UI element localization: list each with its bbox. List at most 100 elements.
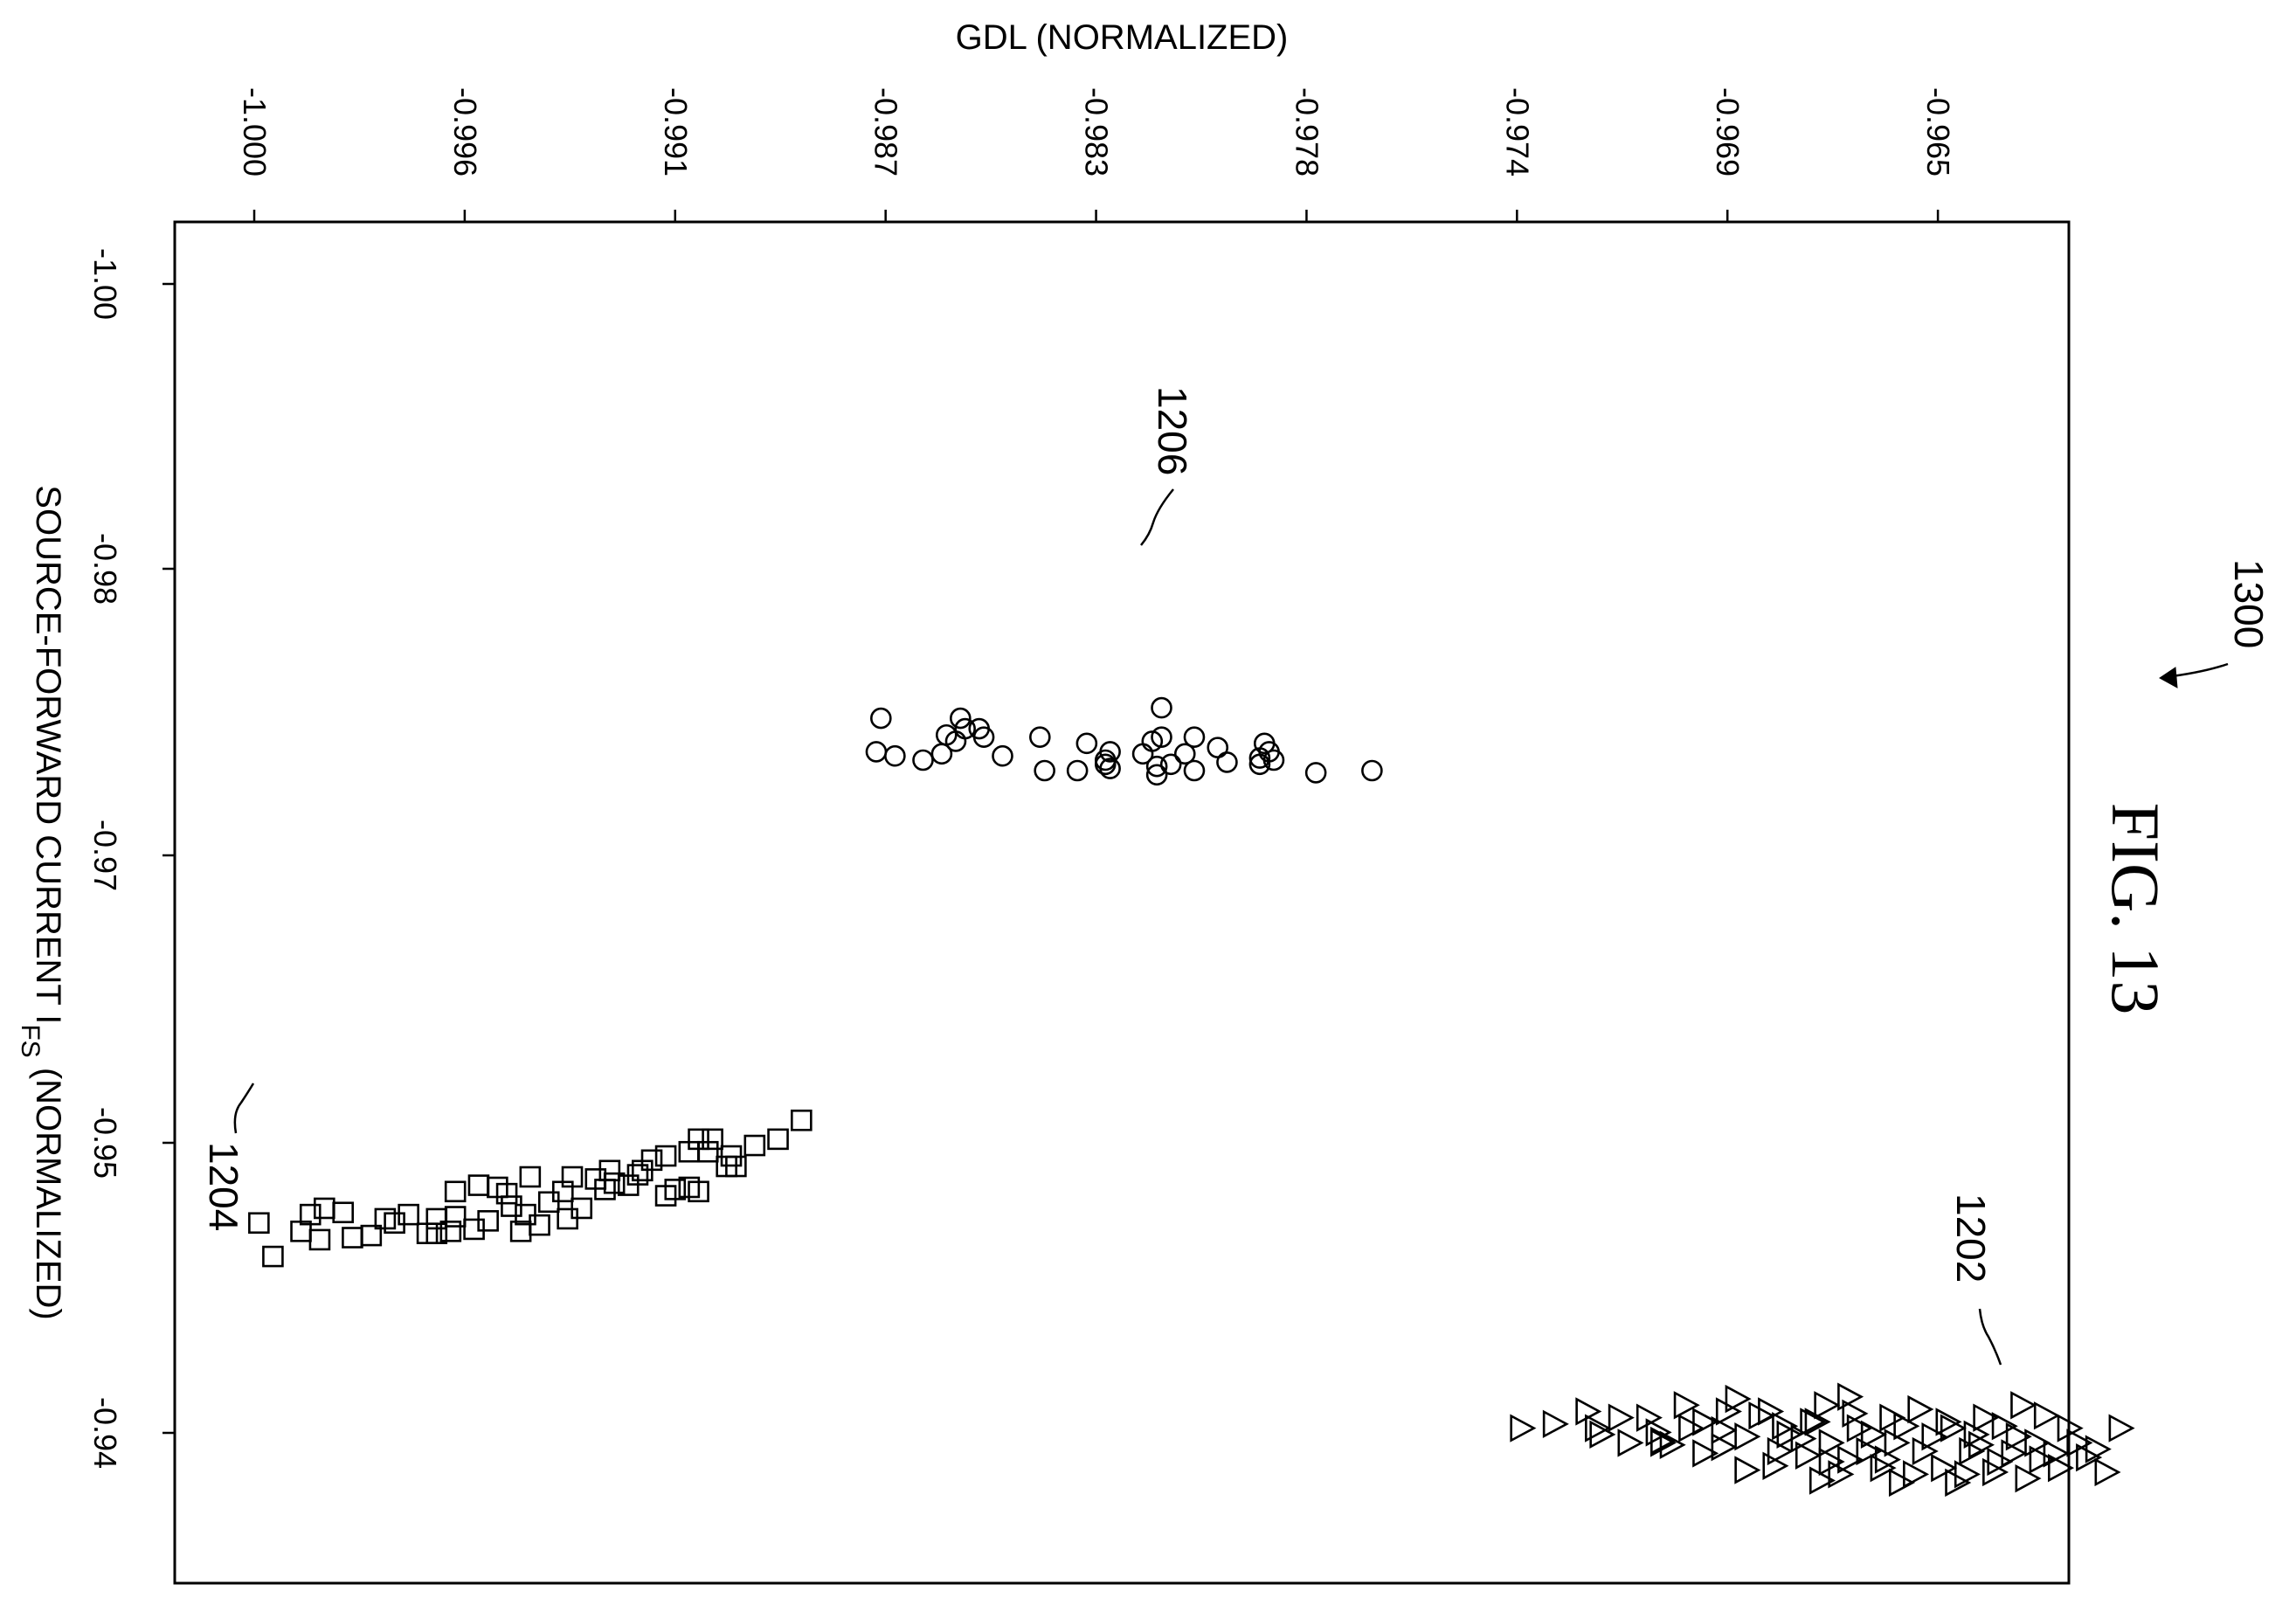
data-point-triangle	[1589, 1420, 1616, 1449]
data-point-triangle	[1758, 1397, 1785, 1426]
data-point-triangle	[1692, 1408, 1719, 1436]
data-point-triangle	[1692, 1439, 1719, 1468]
series-circle	[865, 696, 1383, 786]
data-point-triangle	[1907, 1394, 1934, 1424]
data-point-triangle	[1954, 1460, 1981, 1489]
x-tick-label: -0.983	[1079, 87, 1115, 176]
data-point-square	[640, 1149, 663, 1172]
data-point-triangle	[1636, 1403, 1663, 1432]
data-point-circle	[935, 723, 958, 746]
data-point-triangle	[2029, 1445, 2056, 1474]
data-point-triangle	[2024, 1429, 2051, 1457]
data-point-circle	[1151, 726, 1172, 748]
data-point-square	[444, 1180, 467, 1203]
data-point-triangle	[1678, 1414, 1705, 1442]
data-point-circle	[1183, 726, 1206, 748]
data-point-square	[467, 1174, 490, 1196]
data-point-triangle	[1945, 1468, 1972, 1498]
data-point-circle	[1361, 759, 1383, 782]
data-point-triangle	[2047, 1453, 2075, 1483]
y-axis-title-suffix: (NORMALIZED)	[29, 1058, 67, 1320]
data-point-circle	[1034, 759, 1055, 782]
data-point-square	[702, 1128, 723, 1151]
y-tick-label: -0.98	[87, 533, 123, 605]
data-marks	[248, 696, 2135, 1498]
data-point-circle	[992, 744, 1013, 767]
data-point-triangle	[1903, 1460, 1930, 1489]
figure-title: FIG. 13	[2098, 803, 2174, 1015]
data-point-triangle	[2085, 1435, 2112, 1463]
data-point-triangle	[1991, 1412, 2018, 1441]
data-point-square	[477, 1210, 499, 1232]
ref-label-1206: 1206	[1150, 386, 1195, 475]
series-triangle-right	[1510, 1382, 2135, 1498]
data-point-circle	[1141, 730, 1164, 752]
data-point-circle	[1145, 755, 1168, 778]
data-point-circle	[972, 726, 995, 748]
data-point-square	[561, 1166, 584, 1188]
data-point-square	[439, 1221, 462, 1242]
x-axis-ticks: -1.000 -0.996 -0.991 -0.987 -0.983 -0.978 -0.9…	[237, 87, 1956, 222]
data-point-circle	[1304, 762, 1327, 784]
data-point-triangle	[2015, 1463, 2042, 1493]
data-point-square	[248, 1212, 270, 1235]
data-point-triangle	[2010, 1391, 2037, 1420]
data-point-circle	[1173, 743, 1196, 765]
data-point-triangle	[1856, 1436, 1883, 1466]
x-tick-label: -0.974	[1499, 87, 1535, 176]
data-point-triangle	[1870, 1453, 1897, 1483]
data-point-square	[262, 1245, 284, 1268]
y-axis-title-subscript: FS	[17, 1024, 45, 1057]
leader-1206	[1140, 488, 1174, 546]
data-point-circle	[870, 707, 892, 730]
y-tick-label: -0.97	[87, 820, 123, 891]
data-point-circle	[1145, 764, 1168, 786]
data-point-triangle	[1935, 1408, 1962, 1436]
ref-label-1202: 1202	[1948, 1193, 1994, 1283]
data-point-triangle	[1837, 1382, 1864, 1411]
data-point-triangle	[1828, 1460, 1855, 1489]
data-point-square	[743, 1134, 766, 1157]
data-point-square	[444, 1206, 467, 1228]
data-point-circle	[1075, 732, 1098, 755]
data-point-triangle	[1931, 1453, 1958, 1483]
data-point-square	[398, 1203, 419, 1226]
data-point-triangle	[1725, 1384, 1752, 1414]
y-tick-label: -0.94	[87, 1397, 123, 1469]
data-point-triangle	[1608, 1403, 1635, 1432]
data-point-triangle	[2066, 1429, 2093, 1457]
data-point-circle	[954, 717, 976, 740]
x-tick-label: -0.996	[447, 87, 483, 176]
data-point-triangle	[1767, 1436, 1794, 1466]
data-point-square	[571, 1197, 593, 1220]
data-point-circle	[1099, 741, 1121, 763]
data-point-triangle	[1884, 1429, 1911, 1457]
data-point-square	[342, 1227, 363, 1249]
ref-label-1204: 1204	[201, 1142, 246, 1231]
data-point-triangle	[2005, 1422, 2032, 1451]
data-point-triangle	[1772, 1412, 1799, 1441]
data-point-triangle	[1888, 1468, 1916, 1498]
data-point-triangle	[1542, 1409, 1569, 1439]
data-point-triangle	[1808, 1466, 1836, 1495]
x-tick-label: -0.969	[1710, 87, 1746, 176]
figure-ref-arrowhead	[2159, 667, 2178, 688]
data-point-triangle	[1715, 1397, 1742, 1426]
data-point-triangle	[1673, 1391, 1700, 1420]
figure-ref-number: 1300	[2226, 559, 2272, 648]
data-point-triangle	[1795, 1441, 1822, 1470]
data-point-square	[664, 1179, 687, 1200]
data-point-circle	[1183, 759, 1206, 782]
data-point-circle	[1066, 759, 1089, 782]
data-point-circle	[1262, 749, 1285, 771]
data-point-triangle	[1510, 1414, 1537, 1442]
data-point-square	[696, 1140, 719, 1163]
data-point-triangle	[1982, 1457, 2009, 1487]
data-point-triangle	[1659, 1430, 1686, 1459]
data-point-triangle	[2001, 1439, 2028, 1468]
data-point-triangle	[1818, 1447, 1845, 1477]
y-tick-label: -1.00	[87, 248, 123, 320]
y-axis-title: SOURCE-FORWARD CURRENT IFS (NORMALIZED)	[17, 485, 68, 1319]
data-point-triangle	[2033, 1401, 2060, 1430]
data-point-circle	[1159, 753, 1182, 776]
